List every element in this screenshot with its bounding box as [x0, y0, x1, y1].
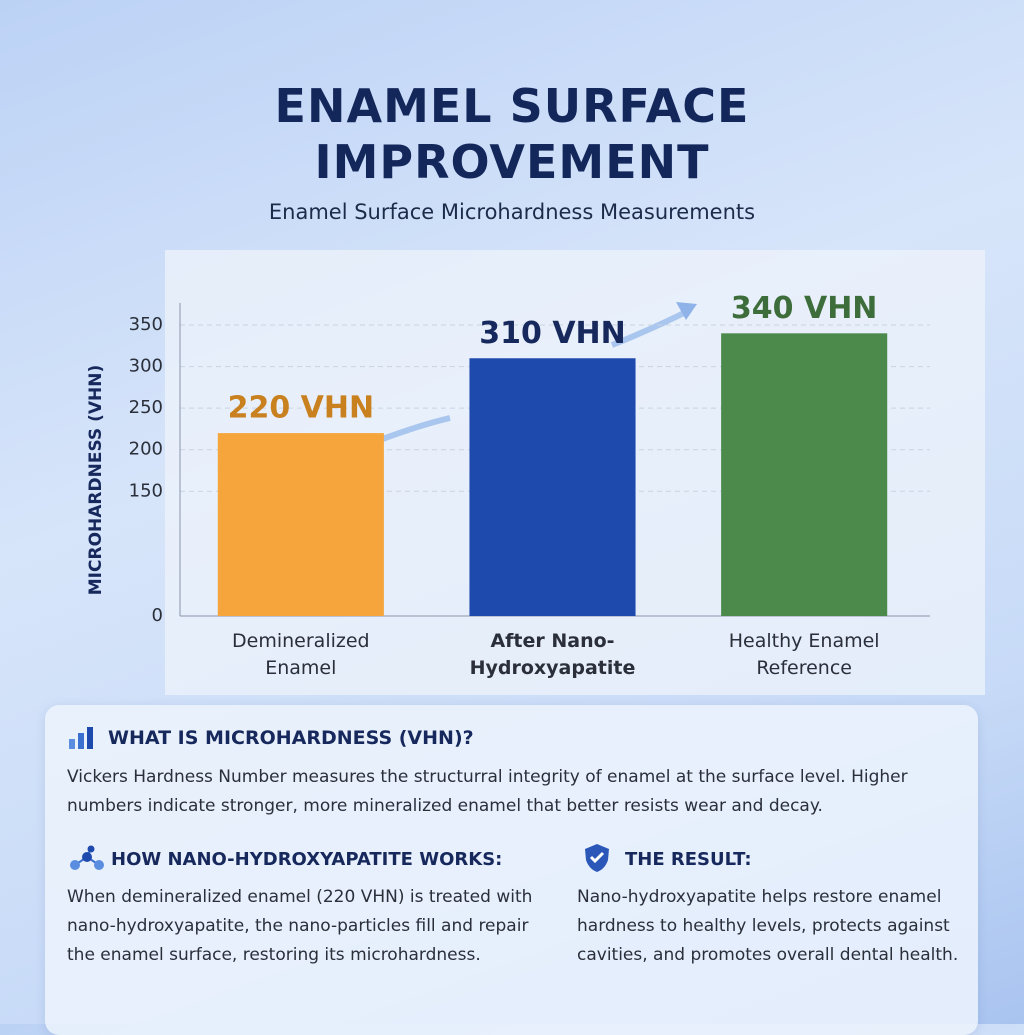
y-tick-label: 150	[129, 480, 163, 501]
y-tick-label: 350	[129, 314, 163, 335]
section-heading: HOW NANO-HYDROXYAPATITE WORKS:	[111, 849, 503, 870]
section-text: Nano-hydroxyapatite helps restore enamel…	[577, 887, 959, 965]
shield-icon	[585, 844, 609, 872]
bar	[469, 358, 636, 616]
value-label: 340 VHN	[731, 291, 878, 326]
x-tick-label: Healthy Enamel Reference	[728, 630, 880, 679]
info-panel: WHAT IS MICROHARDNESS (VHN)? Vickers Har…	[45, 705, 978, 1035]
bar	[721, 333, 888, 616]
chart: MICROHARDNESS (VHN) 0 150 200 250 300 350 220 …	[86, 250, 985, 695]
section-heading: WHAT IS MICROHARDNESS (VHN)?	[108, 727, 474, 749]
y-tick-label: 0	[152, 605, 163, 626]
bar	[217, 433, 384, 616]
section-text: When demineralized enamel (220 VHN) is t…	[67, 887, 533, 965]
trend-arrow	[610, 307, 692, 348]
trend-arrow-head	[676, 302, 697, 320]
y-axis-title: MICROHARDNESS (VHN)	[86, 365, 106, 595]
y-tick-label: 200	[129, 439, 163, 460]
y-tick-label: 300	[129, 356, 163, 377]
section-text: Vickers Hardness Number measures the str…	[67, 767, 908, 816]
molecule-icon	[70, 845, 104, 870]
chart-icon	[69, 727, 93, 749]
chart-subtitle: Enamel Surface Microhardness Measurement…	[268, 200, 756, 224]
x-tick-label: After Nano-Hydroxyapatite	[469, 630, 636, 679]
y-tick-label: 250	[129, 397, 163, 418]
x-tick-label: Demineralized Enamel	[232, 630, 370, 679]
section-heading: THE RESULT:	[625, 849, 752, 870]
page-title: ENAMEL SURFACE IMPROVEMENT	[274, 79, 750, 189]
value-label: 220 VHN	[228, 391, 375, 426]
trend-arrow	[378, 415, 451, 443]
value-label: 310 VHN	[479, 316, 626, 351]
